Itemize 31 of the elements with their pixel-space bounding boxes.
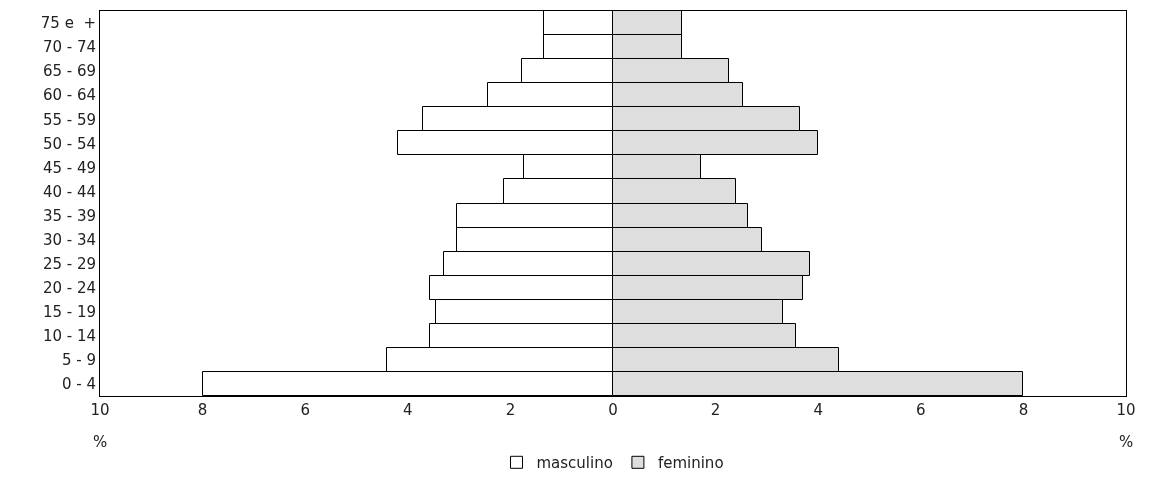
y-tick-label: 5 - 9 xyxy=(61,351,96,370)
y-tick-label: 65 - 69 xyxy=(42,62,96,81)
legend-label: feminino xyxy=(657,454,724,473)
x-tick-label: 2 xyxy=(710,401,721,419)
y-tick-label: 30 - 34 xyxy=(42,230,96,249)
x-tick-label: 6 xyxy=(300,401,310,419)
y-tick-label: 60 - 64 xyxy=(42,86,96,105)
x-tick-label: 4 xyxy=(403,401,413,419)
x-tick-label: 4 xyxy=(813,401,823,419)
x-tick-label: 0 xyxy=(608,401,618,419)
y-tick-label: 75 e + xyxy=(40,14,96,33)
y-tick-label: 45 - 49 xyxy=(42,158,96,177)
x-tick-label: 10 xyxy=(90,401,110,419)
y-tick-label: 10 - 14 xyxy=(42,327,96,346)
y-tick-label: 70 - 74 xyxy=(42,38,96,57)
y-tick-label: 0 - 4 xyxy=(61,375,96,394)
text: % xyxy=(93,433,108,451)
y-tick-label: 20 - 24 xyxy=(42,278,96,297)
legend-label: masculino xyxy=(536,454,613,473)
x-tick-label: 8 xyxy=(197,401,208,419)
y-tick-label: 55 - 59 xyxy=(42,110,96,129)
x-tick-label: 8 xyxy=(1018,401,1029,419)
y-tick-label: 35 - 39 xyxy=(42,206,96,225)
y-tick-label: 40 - 44 xyxy=(42,182,96,201)
y-tick-label: 50 - 54 xyxy=(42,134,96,153)
x-tick-label: 6 xyxy=(916,401,926,419)
x-tick-label: 10 xyxy=(1116,401,1136,419)
text: % xyxy=(1119,433,1134,451)
y-tick-label: 15 - 19 xyxy=(42,303,96,322)
y-tick-label: 25 - 29 xyxy=(42,254,96,273)
x-tick-label: 2 xyxy=(505,401,516,419)
